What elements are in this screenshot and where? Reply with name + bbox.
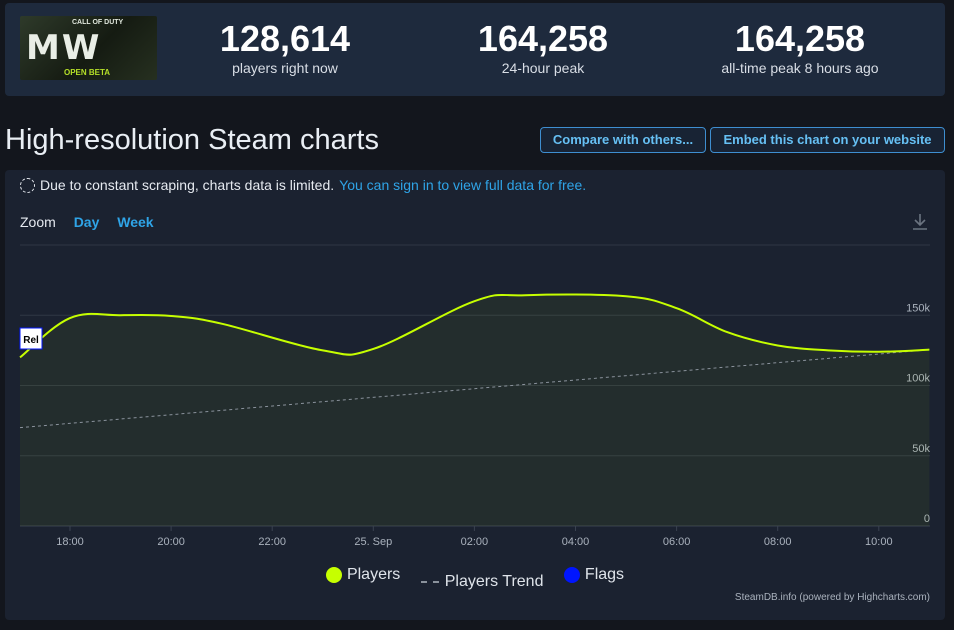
chart-legend: Players Players Trend Flags xyxy=(5,566,945,591)
legend-item-trend[interactable]: Players Trend xyxy=(420,573,544,591)
stat-players-now: 128,614 players right now xyxy=(155,18,415,77)
y-tick-label: 50k xyxy=(912,443,930,455)
x-tick-label: 02:00 xyxy=(461,536,489,548)
zoom-label: Zoom xyxy=(20,214,56,230)
flag-box xyxy=(19,327,43,350)
stat-all-time-peak: 164,258 all-time peak 8 hours ago xyxy=(670,18,930,77)
dashed-circle-icon xyxy=(20,177,35,193)
stat-24h-peak: 164,258 24-hour peak xyxy=(413,18,673,77)
embed-chart-button[interactable]: Embed this chart on your website xyxy=(710,127,945,153)
stat-label: players right now xyxy=(232,60,338,76)
y-tick-label: 150k xyxy=(906,302,930,314)
x-tick-label: 20:00 xyxy=(157,536,185,548)
player-count-chart: 0 50k 100k 150k 18:00 20:00 22:00 25. Sep 02:00… xyxy=(19,244,930,548)
release-flag[interactable]: Rel xyxy=(19,327,43,350)
page-title: High-resolution Steam charts xyxy=(5,124,379,156)
download-icon[interactable] xyxy=(910,212,930,232)
players-legend-icon xyxy=(325,567,342,583)
x-axis-ticks: 18:00 20:00 22:00 25. Sep 02:00 04:00 06:00 08:… xyxy=(56,526,893,548)
zoom-controls: Zoom Day Week xyxy=(20,214,154,230)
compare-button[interactable]: Compare with others... xyxy=(540,127,706,153)
logo-beta-text: OPEN BETA xyxy=(64,68,111,77)
legend-label: Players xyxy=(346,566,401,583)
chart-panel: Due to constant scraping, charts data is… xyxy=(5,170,945,620)
x-tick-label: 06:00 xyxy=(663,536,691,548)
y-tick-label: 0 xyxy=(924,513,930,525)
flag-label: Rel xyxy=(23,335,39,346)
data-limit-notice: Due to constant scraping, charts data is… xyxy=(20,177,586,193)
trend-legend-icon xyxy=(420,581,439,583)
notice-text: Due to constant scraping, charts data is… xyxy=(40,177,335,193)
legend-item-flags[interactable]: Flags xyxy=(563,566,625,584)
legend-item-players[interactable]: Players xyxy=(325,566,401,584)
players-trend-line xyxy=(19,349,930,429)
stat-value: 128,614 xyxy=(219,18,351,59)
players-line xyxy=(19,293,930,359)
players-area xyxy=(20,294,930,526)
stat-label: 24-hour peak xyxy=(501,60,585,76)
sign-in-link[interactable]: You can sign in to view full data for fr… xyxy=(339,177,587,193)
x-tick-label: 04:00 xyxy=(562,536,590,548)
x-tick-label: 25. Sep xyxy=(354,536,392,548)
logo-mw-text: MW xyxy=(26,28,102,68)
legend-label: Flags xyxy=(584,566,625,583)
grid-lines xyxy=(20,244,930,527)
x-tick-label: 18:00 xyxy=(56,536,84,548)
x-tick-label: 10:00 xyxy=(865,536,893,548)
x-tick-label: 22:00 xyxy=(258,536,286,548)
y-tick-label: 100k xyxy=(906,373,930,385)
stat-value: 164,258 xyxy=(477,18,609,59)
stats-header: CALL OF DUTY MW OPEN BETA 128,614 player… xyxy=(5,3,945,96)
legend-label: Players Trend xyxy=(444,573,544,590)
flags-legend-icon xyxy=(563,567,580,583)
stat-label: all-time peak 8 hours ago xyxy=(721,60,879,76)
zoom-week-button[interactable]: Week xyxy=(117,214,154,230)
x-tick-label: 08:00 xyxy=(764,536,792,548)
chart-credit[interactable]: SteamDB.info (powered by Highcharts.com) xyxy=(734,592,930,603)
logo-cod-text: CALL OF DUTY xyxy=(72,19,124,26)
y-axis-ticks: 0 50k 100k 150k xyxy=(906,302,930,525)
game-logo[interactable]: CALL OF DUTY MW OPEN BETA xyxy=(20,16,157,80)
zoom-day-button[interactable]: Day xyxy=(73,214,100,230)
stat-value: 164,258 xyxy=(734,18,866,59)
